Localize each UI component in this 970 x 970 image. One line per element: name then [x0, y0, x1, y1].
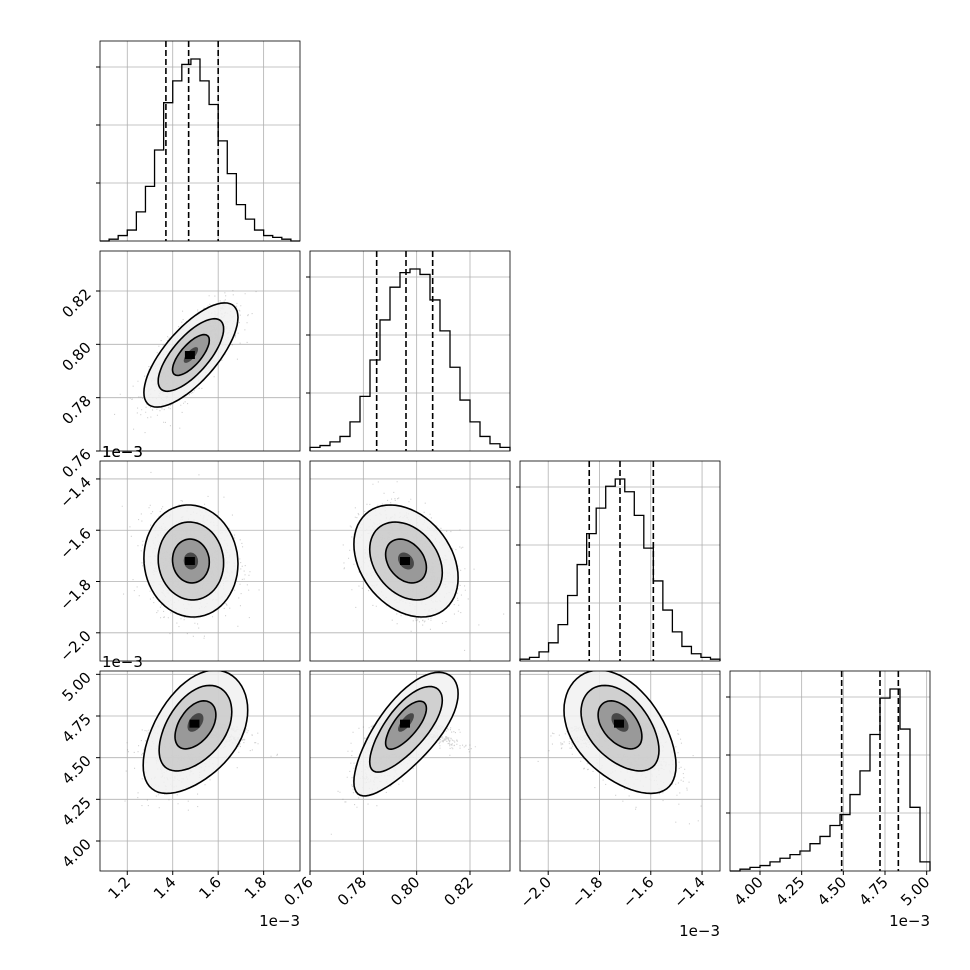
y-tick-label: −1.8	[56, 576, 94, 614]
scatter-content	[121, 471, 260, 639]
hist-frame	[729, 670, 931, 872]
histogram-step	[100, 58, 300, 242]
density-peak	[614, 719, 624, 728]
x-tick-label: −1.4	[670, 873, 708, 911]
scatter-frame	[99, 250, 301, 452]
hist-panel-2	[306, 250, 511, 452]
density-peak	[184, 351, 195, 359]
x-offset-label: 1e−3	[889, 912, 930, 930]
scatter-panel-4-1	[99, 670, 301, 872]
hist-bg	[310, 251, 510, 451]
scatter-frame	[519, 670, 721, 872]
x-tick-label: 0.78	[334, 873, 370, 909]
contour-1	[143, 504, 239, 618]
panels-layer	[96, 40, 931, 872]
x-offset-label: 1e−3	[679, 922, 720, 940]
hist-frame	[519, 460, 721, 662]
x-tick-label: 0.82	[440, 873, 476, 909]
contour-3	[171, 538, 211, 584]
y-offset-label: 1e−3	[102, 653, 143, 671]
scatter-content	[124, 671, 278, 811]
hist-frame	[99, 40, 301, 242]
x-offset-label: 1e−3	[259, 912, 300, 930]
contour-3	[174, 699, 217, 750]
y-tick-label: 4.00	[58, 835, 94, 871]
x-tick-label: −1.8	[568, 873, 606, 911]
y-tick-label: 4.25	[58, 793, 94, 829]
y-tick-label: −1.6	[56, 524, 94, 562]
x-tick-label: 1.4	[150, 873, 180, 903]
scatter-points	[124, 721, 278, 811]
y-offset-label: 1e−3	[102, 443, 143, 461]
density-peak	[189, 719, 200, 728]
x-tick-label: 4.00	[730, 873, 766, 909]
histogram-step	[309, 268, 511, 451]
x-tick-label: 4.50	[814, 873, 850, 909]
x-tick-label: 4.25	[772, 873, 808, 909]
contour-1	[353, 671, 459, 797]
x-tick-label: 4.75	[855, 873, 891, 909]
contour-2	[157, 317, 225, 393]
contour-2	[368, 685, 444, 773]
hist-panel-3	[516, 460, 721, 662]
y-tick-label: 0.82	[58, 285, 94, 321]
scatter-panel-4-3	[519, 670, 721, 872]
scatter-frame	[99, 460, 301, 662]
y-tick-label: 5.00	[58, 668, 94, 704]
density-peak	[184, 557, 195, 565]
contour-1	[143, 302, 239, 408]
y-tick-label: 0.76	[58, 445, 94, 481]
scatter-panel-3-2	[309, 460, 511, 662]
y-tick-label: 0.78	[58, 392, 94, 428]
scatter-content	[114, 290, 257, 434]
scatter-content	[537, 671, 702, 825]
x-tick-label: 1.8	[241, 873, 271, 903]
contour-2	[368, 521, 444, 601]
x-tick-label: 0.80	[387, 873, 423, 909]
contour-3	[597, 699, 643, 750]
x-tick-label: −1.6	[619, 873, 657, 911]
contour-3	[384, 700, 428, 750]
contour-2	[158, 684, 233, 772]
scatter-panel-2-1	[99, 250, 301, 452]
scatter-panel-4-2	[309, 670, 511, 872]
scatter-panel-3-1	[99, 460, 301, 662]
x-tick-label: 5.00	[897, 873, 933, 909]
hist-panel-4	[726, 670, 931, 872]
contour-1	[563, 671, 677, 795]
scatter-frame	[99, 670, 301, 872]
density-peak	[400, 719, 410, 728]
hist-panel-1	[96, 40, 301, 242]
contour-2	[580, 684, 660, 772]
x-tick-label: 1.2	[105, 873, 135, 903]
y-tick-label: 4.50	[58, 752, 94, 788]
y-offset-label-row2: 1e−3	[102, 443, 143, 461]
contour-1	[142, 671, 249, 795]
scatter-content	[330, 671, 476, 835]
density-peak	[400, 557, 410, 565]
hist-bg	[730, 671, 930, 871]
contour-1	[353, 504, 459, 618]
contour-2	[157, 521, 225, 601]
y-tick-label: −1.4	[56, 473, 94, 511]
hist-frame	[309, 250, 511, 452]
contour-3	[171, 333, 211, 377]
scatter-frame	[309, 460, 511, 662]
histogram-step	[730, 688, 931, 872]
x-tick-label: −2.0	[517, 873, 555, 911]
y-tick-label: −2.0	[56, 627, 94, 665]
contour-3	[384, 538, 428, 584]
scatter-content	[342, 481, 505, 651]
scatter-frame	[309, 670, 511, 872]
x-tick-label: 1.6	[195, 873, 225, 903]
y-tick-label: 4.75	[58, 710, 94, 746]
y-tick-label: 0.80	[58, 338, 94, 374]
x-tick-label: 0.76	[280, 873, 316, 909]
